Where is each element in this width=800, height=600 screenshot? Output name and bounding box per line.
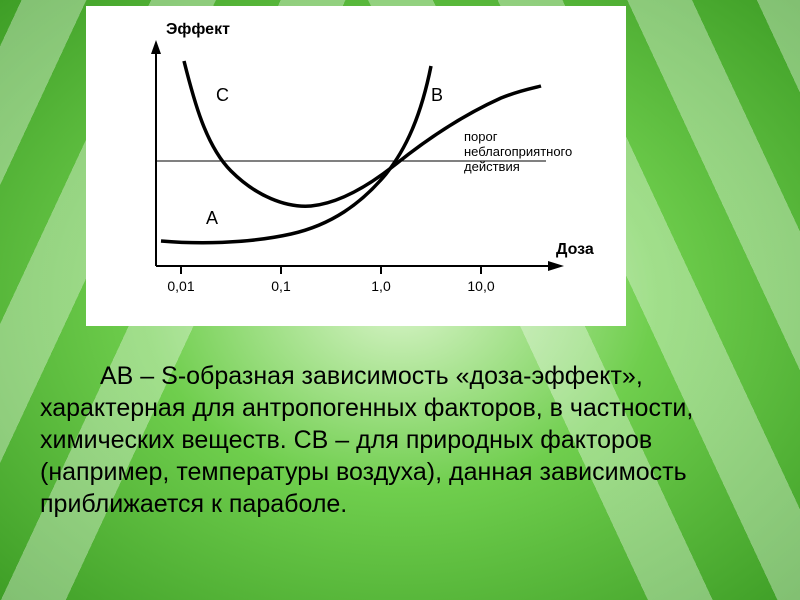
label-b: B [431, 85, 443, 105]
x-tick-3: 10,0 [467, 278, 494, 294]
x-axis-label: Доза [556, 241, 594, 258]
x-tick-0: 0,01 [167, 278, 194, 294]
x-tick-1: 0,1 [271, 278, 291, 294]
threshold-label-3: действия [464, 159, 520, 174]
x-ticks [181, 266, 481, 274]
y-axis-label: Эффект [166, 21, 230, 38]
caption-text: АВ – S-образная зависимость «доза-эффект… [40, 360, 760, 520]
label-c: C [216, 85, 229, 105]
caption-ab-prefix: АВ – [100, 362, 161, 390]
label-a: A [206, 208, 218, 228]
x-tick-2: 1,0 [371, 278, 391, 294]
chart-card: Эффект Доза 0,01 0,1 1,0 10,0 порог небл… [86, 6, 626, 326]
threshold-label-2: неблагоприятного [464, 144, 572, 159]
curve-ab [161, 66, 431, 243]
caption-cb-prefix: СВ – [287, 426, 356, 454]
threshold-label-1: порог [464, 129, 498, 144]
dose-effect-chart: Эффект Доза 0,01 0,1 1,0 10,0 порог небл… [86, 6, 626, 326]
